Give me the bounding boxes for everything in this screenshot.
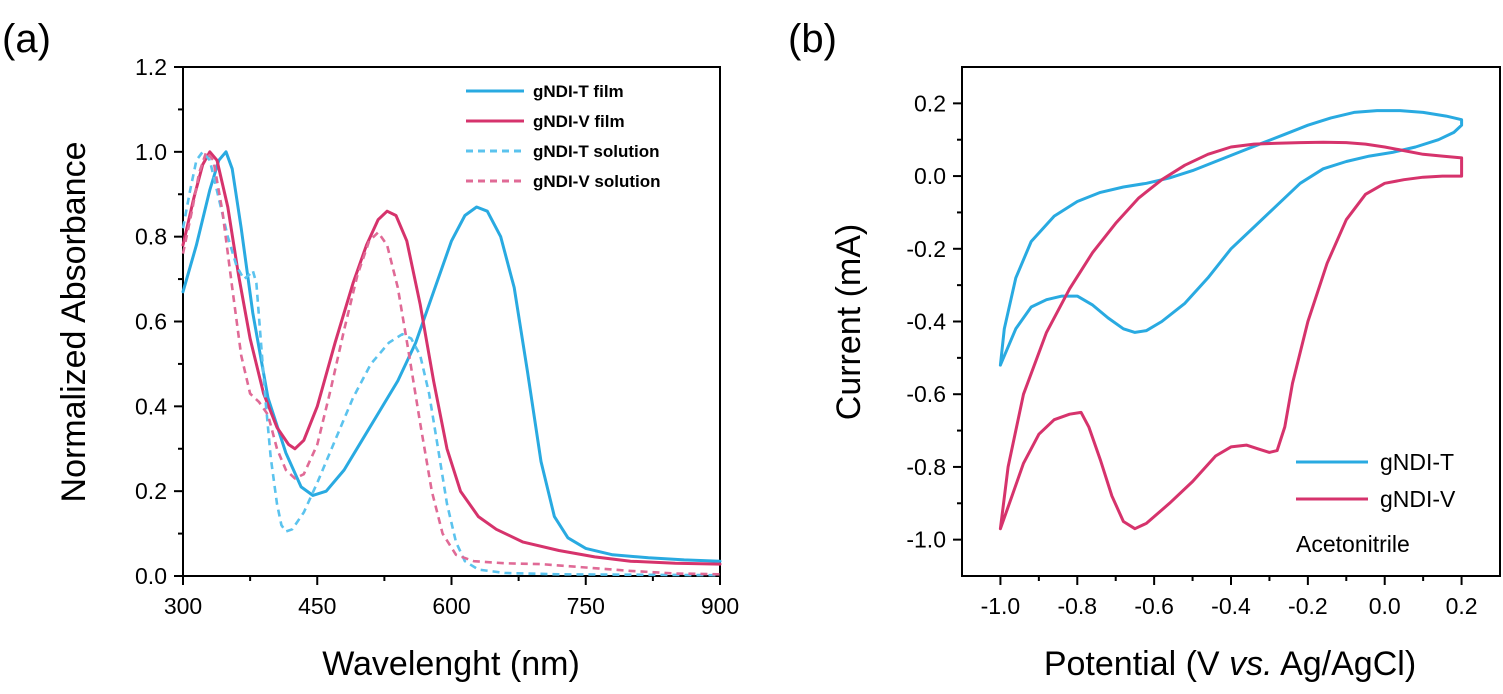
x-tick-label: 0.2 <box>1446 593 1478 619</box>
panel-b-x-axis-title: Potential (V vs. Ag/AgCl) <box>1044 645 1416 683</box>
series-line-gndi-v <box>998 140 1464 531</box>
y-tick-label: -0.2 <box>906 236 946 262</box>
series-line-gndi-v-film <box>181 150 722 566</box>
y-tick-label: 0.0 <box>914 163 946 189</box>
y-tick-label: 0.8 <box>135 224 167 250</box>
panel-a-absorbance-chart: (a) 300 450 600 750 900 0.0 0.2 0.4 0.6 0.8 1.0 1.2… <box>2 17 739 683</box>
x-tick-label: -0.2 <box>1288 593 1328 619</box>
panel-label-b: (b) <box>788 17 837 61</box>
x-tick-label: -0.8 <box>1057 593 1097 619</box>
x-tick-label: -0.4 <box>1211 593 1251 619</box>
y-tick-label: -1.0 <box>906 527 946 553</box>
y-tick-label: -0.4 <box>906 309 946 335</box>
y-tick-label: 0.0 <box>135 563 167 589</box>
panel-a-series <box>181 150 722 577</box>
y-tick-label: 1.0 <box>135 139 167 165</box>
panel-b-ticks: -1.0 -0.8 -0.6 -0.4 -0.2 0.0 0.2 -1.0 -0.8 -0.6 -0… <box>906 90 1477 619</box>
x-tick-label: 600 <box>432 593 470 619</box>
y-tick-label: 0.2 <box>914 90 946 116</box>
x-tick-label: -1.0 <box>981 593 1021 619</box>
panel-b-annotation: Acetonitrile <box>1296 531 1410 557</box>
panel-a-y-axis-title: Normalized Absorbance <box>55 142 93 503</box>
x-tick-label: -0.6 <box>1134 593 1174 619</box>
x-tick-label: 300 <box>164 593 202 619</box>
series-line-gndi-t <box>998 109 1464 367</box>
y-tick-label: -0.6 <box>906 381 946 407</box>
y-tick-label: 0.4 <box>135 393 167 419</box>
panel-b-series <box>998 109 1464 531</box>
series-line-gndi-t-film <box>181 150 722 563</box>
series-line-gndi-t-solution <box>181 150 721 577</box>
legend-label: gNDI-T <box>1380 449 1454 475</box>
y-tick-label: 0.2 <box>135 478 167 504</box>
panel-b-cyclic-voltammetry-chart: (b) -1.0 -0.8 -0.6 -0.4 -0.2 0.0 0.2 -1.0 -0.8 -0… <box>788 17 1501 683</box>
y-tick-label: 1.2 <box>135 54 167 80</box>
panel-b-x-axis-title-vs: vs. <box>1229 645 1272 683</box>
panel-a-ticks: 300 450 600 750 900 0.0 0.2 0.4 0.6 0.8 1.0 1.2 <box>135 54 739 619</box>
legend-label: gNDI-V film <box>533 112 625 131</box>
legend-label: gNDI-V solution <box>533 172 660 191</box>
y-tick-label: 0.6 <box>135 309 167 335</box>
y-tick-label: -0.8 <box>906 454 946 480</box>
panel-label-a: (a) <box>2 17 51 61</box>
x-tick-label: 900 <box>701 593 739 619</box>
x-tick-label: 0.0 <box>1369 593 1401 619</box>
legend-label: gNDI-T solution <box>533 142 660 161</box>
x-tick-label: 450 <box>298 593 336 619</box>
panel-b-x-axis-title-part3: Ag/AgCl) <box>1273 645 1417 683</box>
legend-label: gNDI-V <box>1380 486 1456 512</box>
panel-a-legend: gNDI-T film gNDI-V film gNDI-T solution gND… <box>466 82 660 191</box>
series-line-gndi-v-solution <box>181 150 721 576</box>
panel-b-y-axis-title: Current (mA) <box>830 224 868 420</box>
panel-a-x-axis-title: Wavelenght (nm) <box>322 645 580 683</box>
panel-b-x-axis-title-part1: Potential (V <box>1044 645 1229 683</box>
panel-b-legend: gNDI-T gNDI-V <box>1296 449 1456 512</box>
legend-label: gNDI-T film <box>533 82 624 101</box>
x-tick-label: 750 <box>567 593 605 619</box>
